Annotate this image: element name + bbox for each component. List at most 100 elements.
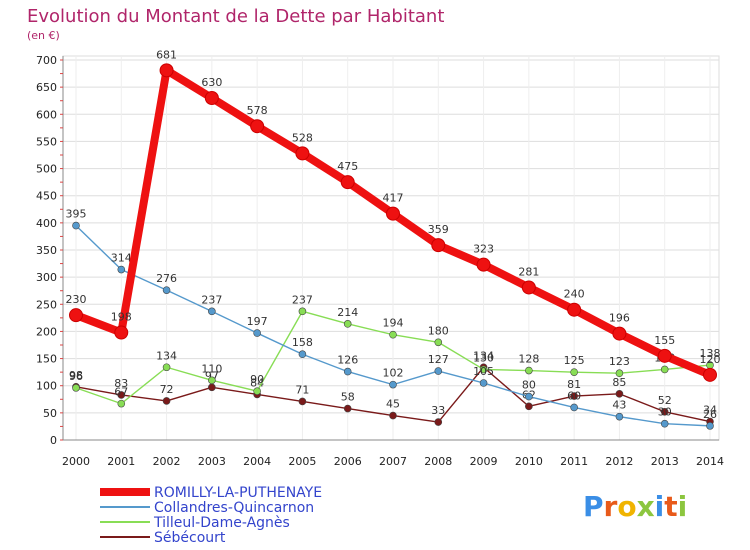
x-tick-label: 2001 (107, 455, 135, 468)
data-point (298, 397, 307, 406)
data-point (521, 280, 536, 295)
y-tick-label: 250 (36, 298, 57, 311)
logo-letter: P (583, 490, 604, 523)
data-label: 33 (431, 404, 445, 417)
data-label: 276 (156, 272, 177, 285)
plot-area: 0 50 100 150 200 250 300 350 400 450 500 550 600 650 7… (36, 48, 724, 468)
chart-title: Evolution du Montant de la Dette par Hab… (27, 6, 444, 27)
x-tick-label: 2000 (62, 455, 90, 468)
data-label: 395 (66, 208, 87, 221)
data-label: 123 (609, 355, 630, 368)
data-label: 98 (69, 369, 83, 382)
data-point (69, 308, 83, 323)
data-point (117, 399, 126, 408)
y-tick-label: 50 (43, 407, 57, 420)
data-point (479, 379, 488, 387)
data-label: 197 (247, 315, 268, 328)
data-label: 475 (337, 160, 358, 173)
data-point (298, 350, 307, 359)
data-point (204, 91, 219, 105)
y-tick-label: 450 (36, 190, 57, 203)
logo-letter: o (617, 490, 636, 523)
data-label: 81 (567, 378, 581, 391)
x-tick-label: 2004 (243, 455, 271, 468)
data-label: 578 (247, 104, 268, 117)
x-tick-label: 2003 (198, 455, 226, 468)
series-s-b-court: 9883729784715845331346281855234 (69, 349, 717, 426)
proxiti-logo: Proxiti (583, 490, 687, 523)
x-tick-label: 2012 (605, 455, 633, 468)
legend: ROMILLY-LA-PUTHENAYECollandres-Quincarno… (100, 485, 322, 546)
data-point (660, 419, 669, 428)
data-point (162, 397, 171, 405)
data-label: 127 (428, 353, 449, 366)
data-point (343, 404, 352, 413)
y-tick-label: 300 (36, 271, 57, 284)
data-point (703, 367, 717, 382)
data-point (612, 326, 627, 341)
data-label: 314 (111, 252, 132, 265)
data-label: 240 (564, 288, 585, 301)
data-label: 134 (156, 349, 177, 362)
data-point (431, 238, 446, 253)
legend-label: ROMILLY-LA-PUTHENAYE (154, 485, 322, 501)
data-label: 128 (518, 353, 539, 366)
data-label: 72 (160, 383, 174, 396)
data-point (162, 286, 171, 294)
data-label: 138 (700, 347, 721, 360)
data-point (434, 418, 443, 426)
logo-letter: t (664, 490, 677, 523)
data-point (117, 391, 126, 399)
series-tilleul-dame-agn-s: 9667134110902372141941801301281251231301… (69, 293, 721, 408)
x-tick-label: 2008 (424, 455, 452, 468)
data-label: 681 (156, 48, 177, 61)
data-point (208, 383, 216, 392)
y-tick-label: 200 (36, 325, 57, 338)
data-point (253, 329, 261, 337)
logo-letter: i (655, 490, 665, 523)
data-label: 134 (473, 349, 494, 362)
data-point (570, 403, 578, 412)
plot-background (62, 55, 720, 441)
y-tick-label: 550 (36, 135, 57, 148)
legend-label: Tilleul-Dame-Agnès (153, 515, 290, 531)
y-tick-label: 650 (36, 81, 57, 94)
data-label: 417 (383, 192, 404, 205)
y-tick-label: 700 (36, 54, 57, 67)
data-label: 237 (292, 293, 313, 306)
data-point (208, 307, 216, 316)
y-tick-label: 500 (36, 163, 57, 176)
data-label: 80 (522, 379, 536, 392)
data-label: 43 (612, 399, 626, 412)
data-label: 67 (114, 386, 128, 399)
data-label: 196 (609, 312, 630, 325)
data-point (250, 119, 265, 134)
series-collandres-quincarnon: 395 314 276 237 197 158 126 102 127 105 80 60 43 30 26 (66, 208, 717, 430)
series-romilly-la-puthenaye: 230 198 681 630 578 528 475 417 359 323 281 240 196 1… (66, 48, 721, 382)
y-tick-label: 0 (50, 434, 57, 447)
data-point (570, 392, 578, 400)
data-point (159, 63, 174, 78)
data-point (615, 412, 624, 421)
data-point (343, 367, 352, 376)
data-label: 528 (292, 131, 313, 144)
data-point (525, 366, 533, 375)
x-tick-label: 2002 (153, 455, 181, 468)
data-point (479, 365, 488, 374)
data-point (340, 175, 355, 190)
data-point (386, 206, 400, 221)
logo-letter: r (604, 490, 618, 523)
data-point (162, 363, 171, 372)
data-label: 281 (518, 265, 539, 278)
x-tick-label: 2009 (470, 455, 498, 468)
x-tick-label: 2013 (651, 455, 679, 468)
data-label: 158 (292, 336, 313, 349)
y-tick-label: 600 (36, 108, 57, 121)
data-point (389, 411, 397, 420)
data-point (525, 402, 533, 411)
x-tick-label: 2011 (560, 455, 588, 468)
logo-letter: i (678, 490, 688, 523)
data-point (657, 348, 672, 363)
data-point (253, 387, 261, 395)
